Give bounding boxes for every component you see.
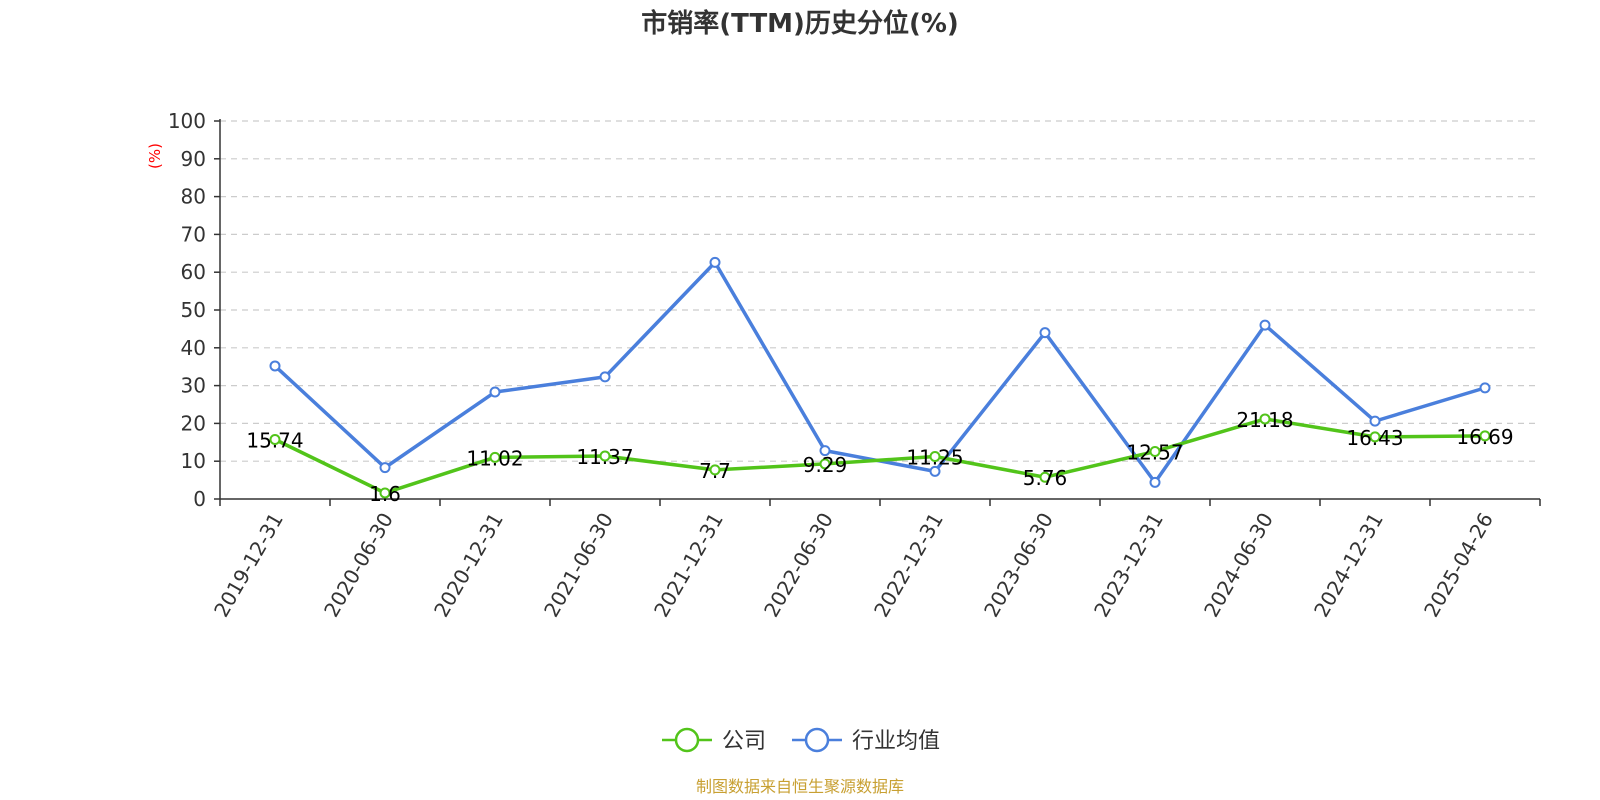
data-point[interactable] [379,487,391,499]
series-industry [269,256,1491,488]
data-label: 16.43 [1346,426,1403,450]
x-tick-label: 2024-12-31 [1309,509,1388,622]
legend-marker-icon [804,727,830,753]
legend-marker-icon [674,727,700,753]
grid [220,120,1540,462]
data-label: 11.25 [906,445,963,469]
series-line [273,260,1486,485]
y-tick-label: 50 [181,298,206,322]
data-point[interactable] [1039,327,1051,339]
data-point[interactable] [819,445,831,457]
data-label: 11.37 [576,445,633,469]
y-tick-label: 70 [181,222,206,246]
legend-label: 行业均值 [852,729,940,754]
data-point[interactable] [929,465,941,477]
x-tick-label: 2024-06-30 [1199,509,1278,622]
data-point[interactable] [819,458,831,470]
data-point[interactable] [1259,413,1271,425]
x-tick-label: 2022-06-30 [759,509,838,622]
data-label: 5.76 [1023,466,1068,490]
x-tick-label: 2021-12-31 [649,509,728,622]
y-tick-label: 100 [168,109,206,133]
data-point[interactable] [489,386,501,398]
data-point[interactable] [929,450,941,462]
data-point[interactable] [1369,431,1381,443]
legend-item-company[interactable]: 公司 [662,727,766,754]
y-tick-label: 0 [193,487,206,511]
series-line [274,417,1486,495]
x-tick-label: 2025-04-26 [1419,509,1498,622]
data-point[interactable] [599,450,611,462]
data-point[interactable] [1479,382,1491,394]
data-label: 1.6 [369,482,401,506]
data-point[interactable] [1149,476,1161,488]
data-point[interactable] [1369,415,1381,427]
x-tick-label: 2023-06-30 [979,509,1058,622]
legend[interactable]: 公司 行业均值 [662,727,940,754]
data-point[interactable] [269,360,281,372]
x-tick-label: 2019-12-31 [209,509,288,622]
y-tick-label: 40 [181,336,206,360]
series-company [269,413,1491,499]
data-point[interactable] [489,451,501,463]
y-tick-label: 10 [181,449,206,473]
data-point[interactable] [1039,471,1051,483]
data-point[interactable] [379,462,391,474]
data-label: 11.02 [466,446,523,470]
data-label: 7.7 [699,459,731,483]
y-tick-label: 60 [181,260,206,284]
y-tick-label: 90 [181,147,206,171]
chart-title: 市销率(TTM)历史分位(%) [641,8,959,39]
axes: 0 10 20 30 40 50 60 70 80 90 100 2019-12-31 2020-06-… [168,109,1541,622]
x-tick-label: 2023-12-31 [1089,509,1168,622]
y-tick-label: 30 [181,374,206,398]
data-label: 12.57 [1126,440,1183,464]
y-tick-label: 20 [181,411,206,435]
series [269,256,1491,499]
data-point[interactable] [269,434,281,446]
y-tick-label: 80 [181,185,206,209]
x-tick-label: 2021-06-30 [539,509,618,622]
data-label: 21.18 [1236,408,1293,432]
data-labels: 15.74 1.6 11.02 11.37 7.7 9.29 11.25 5.76 12.57 2… [246,408,1513,506]
data-point[interactable] [599,371,611,383]
data-point[interactable] [709,464,721,476]
data-label: 15.74 [246,429,303,453]
x-tick-label: 2020-12-31 [429,509,508,622]
data-label: 16.69 [1456,425,1513,449]
data-point[interactable] [709,256,721,268]
data-point[interactable] [1259,319,1271,331]
x-tick-label: 2022-12-31 [869,509,948,622]
data-point[interactable] [1479,430,1491,442]
legend-item-industry[interactable]: 行业均值 [792,727,940,754]
y-axis-unit-label: (%) [146,143,164,169]
data-point[interactable] [1149,445,1161,457]
legend-label: 公司 [722,729,766,754]
x-tick-label: 2020-06-30 [319,509,398,622]
data-label: 9.29 [803,453,848,477]
source-note: 制图数据来自恒生聚源数据库 [696,777,904,796]
